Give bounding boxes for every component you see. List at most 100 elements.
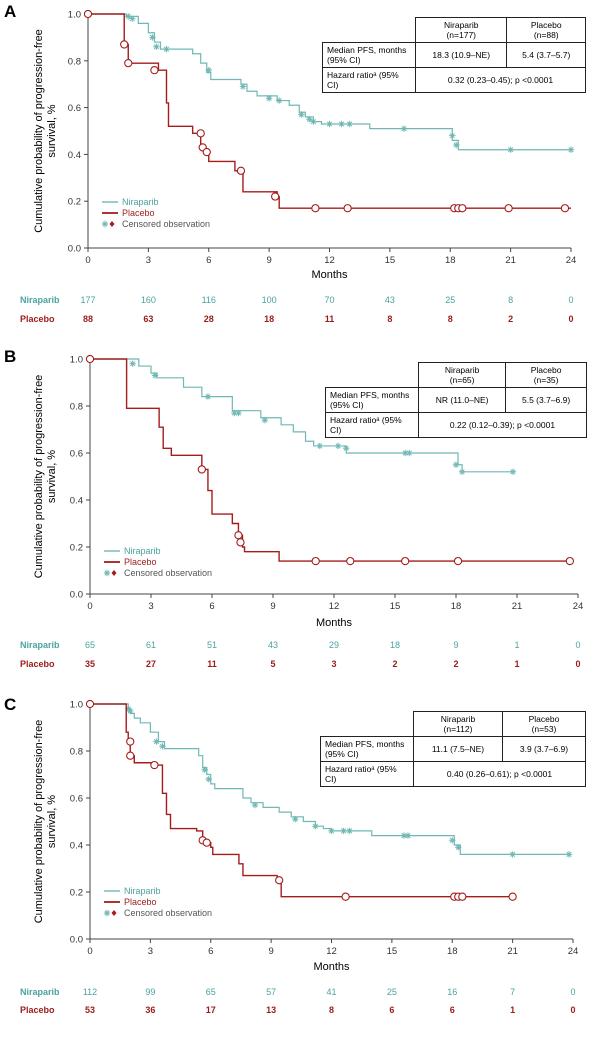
table-median-niraparib: NR (11.0–NE)	[417, 387, 507, 413]
risk-count-niraparib: 177	[80, 295, 95, 305]
risk-count-placebo: 1	[514, 659, 519, 669]
censor-mark	[265, 95, 273, 102]
risk-count-placebo: 8	[387, 314, 392, 324]
risk-count-placebo: 0	[570, 1005, 575, 1015]
legend-label-niraparib: Niraparib	[124, 886, 161, 896]
censor-mark	[85, 354, 95, 364]
censor-mark	[560, 204, 570, 213]
censor-mark	[449, 132, 456, 139]
censor-mark	[312, 823, 319, 830]
censor-mark	[126, 737, 135, 746]
series-line-placebo	[90, 703, 513, 898]
y-tick-label: 0.0	[68, 244, 81, 255]
risk-count-placebo: 88	[83, 314, 93, 324]
censor-mark	[346, 120, 353, 128]
censor-mark	[509, 468, 517, 475]
censor-mark	[239, 83, 247, 90]
risk-count-placebo: 1	[510, 1005, 515, 1015]
table-col-placebo: Placebo (n=35)	[505, 362, 587, 388]
legend-label-censored: Censored observation	[124, 908, 212, 918]
series-line-placebo	[90, 358, 570, 562]
censor-mark	[334, 442, 342, 450]
x-tick-label: 3	[148, 946, 153, 957]
legend-label-niraparib: Niraparib	[124, 546, 161, 556]
risk-count-niraparib: 0	[570, 987, 575, 997]
summary-table-c: Niraparib (n=112) Placebo (n=53) Median PF…	[320, 711, 587, 787]
y-tick-label: 0.4	[70, 496, 83, 507]
x-axis-label: Months	[316, 617, 353, 629]
table-median-placebo: 3.9 (3.7–6.9)	[501, 736, 587, 762]
x-tick-label: 15	[387, 946, 398, 957]
censor-mark	[298, 111, 305, 118]
x-tick-label: 24	[568, 946, 579, 957]
risk-count-niraparib: 0	[568, 295, 573, 305]
risk-count-niraparib: 70	[324, 295, 334, 305]
censor-mark	[275, 876, 284, 885]
x-tick-label: 15	[385, 255, 396, 266]
censor-mark	[316, 442, 323, 450]
y-tick-label: 1.0	[68, 10, 81, 21]
x-tick-label: 18	[447, 946, 458, 957]
x-tick-label: 21	[505, 255, 516, 266]
censor-mark	[159, 743, 166, 750]
censor-mark	[129, 360, 136, 367]
panel-c: C 0.0 0.2 0.4 0.6 0.8 1.0 0 3 6 9 12 15 18 21 24 Months…	[0, 693, 600, 1038]
table-col-niraparib: Niraparib (n=112)	[413, 711, 503, 737]
censor-mark	[205, 66, 212, 74]
panel-a: A 0.0 0.2 0.4 0.6 0.8 1.0 0 3 6 9 12 15 18 21 24 Months…	[0, 0, 600, 340]
risk-label-placebo: Placebo	[20, 314, 55, 324]
censor-mark	[509, 851, 516, 858]
risk-count-niraparib: 65	[206, 987, 216, 997]
y-tick-label: 0.6	[68, 103, 81, 114]
censor-mark	[453, 141, 460, 149]
risk-count-placebo: 0	[568, 314, 573, 324]
risk-count-placebo: 6	[450, 1005, 455, 1015]
censor-mark	[202, 838, 211, 847]
series-line-niraparib	[88, 13, 571, 151]
risk-count-niraparib: 65	[85, 640, 95, 650]
table-col-niraparib: Niraparib (n=65)	[417, 362, 507, 388]
table-corner	[322, 17, 416, 43]
censor-mark	[508, 892, 517, 901]
y-tick-label: 1.0	[70, 700, 83, 711]
censor-mark	[151, 372, 159, 379]
table-corner	[320, 711, 414, 737]
censor-mark	[129, 15, 136, 22]
censor-mark	[120, 40, 129, 49]
y-axis-label-line: Cumulative probability of progression-fr…	[33, 29, 45, 233]
table-median-placebo: 5.4 (3.7–5.7)	[506, 42, 586, 68]
x-tick-label: 9	[266, 255, 271, 266]
censor-mark	[153, 43, 160, 50]
legend-label-placebo: Placebo	[124, 897, 157, 907]
table-hr-value: 0.22 (0.12–0.39); p <0.0001	[418, 412, 587, 438]
censor-mark	[328, 827, 335, 835]
legend-label-niraparib: Niraparib	[122, 197, 159, 207]
censor-mark	[231, 409, 238, 417]
censor-mark	[567, 146, 575, 153]
censor-mark	[236, 538, 245, 547]
censor-mark	[236, 166, 246, 175]
table-median-niraparib: 11.1 (7.5–NE)	[413, 736, 503, 762]
risk-count-niraparib: 8	[508, 295, 513, 305]
table-corner	[325, 362, 419, 388]
legend-censor-placebo-icon	[109, 221, 115, 227]
y-axis-label: Cumulative probability of progression-fr…	[33, 720, 58, 924]
censor-mark	[197, 465, 206, 474]
censor-mark	[449, 837, 456, 844]
legend-label-placebo: Placebo	[124, 557, 157, 567]
x-tick-label: 0	[85, 255, 90, 266]
risk-count-placebo: 3	[331, 659, 336, 669]
table-median-placebo: 5.5 (3.7–6.9)	[505, 387, 587, 413]
censor-mark	[565, 556, 575, 566]
censor-mark	[292, 815, 299, 823]
risk-count-placebo: 2	[453, 659, 458, 669]
censor-mark	[346, 827, 353, 835]
legend-censor-placebo-icon	[111, 910, 117, 916]
risk-label-placebo: Placebo	[20, 1005, 55, 1015]
risk-count-niraparib: 25	[387, 987, 397, 997]
panel-b: B 0.0 0.2 0.4 0.6 0.8 1.0 0 3 6 9 12 15 18 21 24 Months…	[0, 345, 600, 685]
censor-mark	[271, 192, 280, 201]
censor-mark	[261, 416, 269, 424]
censor-mark	[453, 556, 463, 566]
censor-mark	[126, 751, 135, 760]
